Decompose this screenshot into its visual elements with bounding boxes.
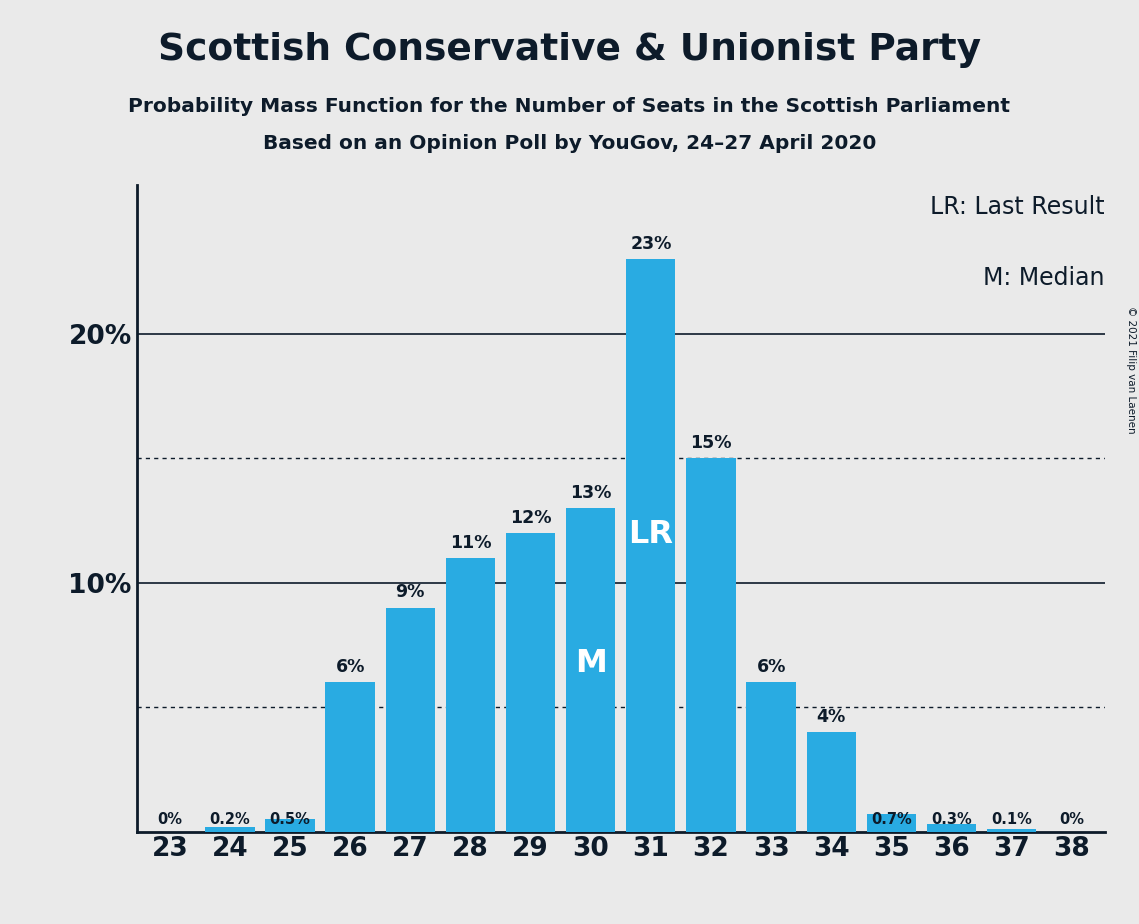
Bar — [626, 260, 675, 832]
Text: 0.7%: 0.7% — [871, 812, 911, 827]
Text: 15%: 15% — [690, 434, 731, 452]
Text: LR: Last Result: LR: Last Result — [931, 195, 1105, 218]
Text: 0%: 0% — [1059, 812, 1084, 827]
Bar — [386, 608, 435, 832]
Text: 23%: 23% — [630, 236, 672, 253]
Text: 0.5%: 0.5% — [270, 812, 311, 827]
Text: LR: LR — [629, 518, 673, 550]
Bar — [988, 829, 1036, 832]
Text: 0.1%: 0.1% — [991, 812, 1032, 827]
Text: M: M — [575, 648, 607, 679]
Text: © 2021 Filip van Laenen: © 2021 Filip van Laenen — [1126, 306, 1136, 433]
Text: 11%: 11% — [450, 534, 491, 552]
Bar — [506, 533, 555, 832]
Bar — [445, 558, 495, 832]
Bar — [687, 458, 736, 832]
Text: Based on an Opinion Poll by YouGov, 24–27 April 2020: Based on an Opinion Poll by YouGov, 24–2… — [263, 134, 876, 153]
Text: 13%: 13% — [570, 484, 612, 502]
Text: 6%: 6% — [756, 658, 786, 676]
Bar — [205, 827, 254, 832]
Text: 4%: 4% — [817, 708, 846, 726]
Text: M: Median: M: Median — [983, 266, 1105, 289]
Text: 0%: 0% — [157, 812, 182, 827]
Text: 0.2%: 0.2% — [210, 812, 251, 827]
Bar — [867, 814, 916, 832]
Bar — [927, 824, 976, 832]
Text: Probability Mass Function for the Number of Seats in the Scottish Parliament: Probability Mass Function for the Number… — [129, 97, 1010, 116]
Bar — [326, 682, 375, 832]
Text: 9%: 9% — [395, 583, 425, 602]
Bar — [746, 682, 796, 832]
Bar — [265, 820, 314, 832]
Text: 12%: 12% — [510, 509, 551, 527]
Bar — [806, 732, 855, 832]
Text: Scottish Conservative & Unionist Party: Scottish Conservative & Unionist Party — [158, 32, 981, 68]
Text: 6%: 6% — [336, 658, 364, 676]
Bar — [566, 508, 615, 832]
Text: 0.3%: 0.3% — [931, 812, 972, 827]
